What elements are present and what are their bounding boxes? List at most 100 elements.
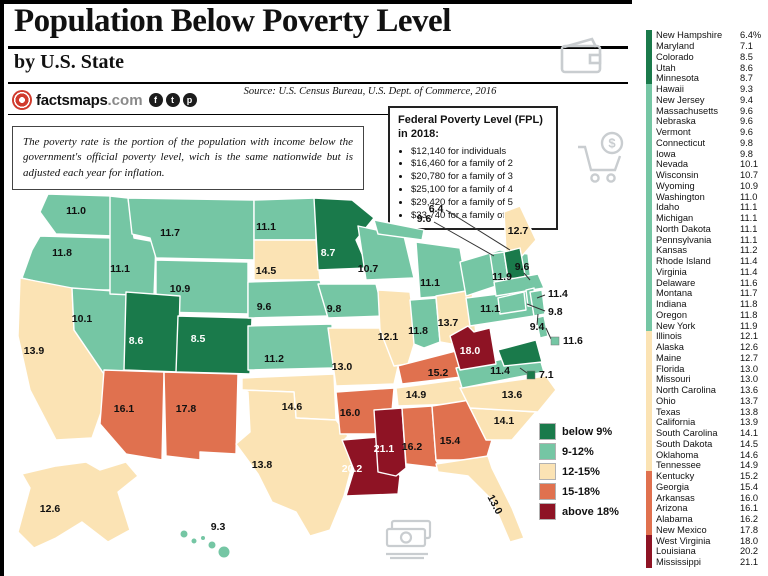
state-list-item: South Dakota 14.5: [646, 438, 766, 450]
map-label-ri: 11.4: [548, 288, 568, 300]
fpl-item: $12,140 for individuals: [411, 146, 548, 159]
factsmaps-logo-icon: [12, 90, 32, 110]
map-label-ny: 11.9: [492, 271, 512, 283]
map-label-me: 12.7: [508, 225, 529, 237]
state-hi: [190, 537, 198, 545]
map-label-az: 16.1: [114, 403, 135, 415]
brand-name[interactable]: factsmaps: [36, 91, 108, 109]
state-name: Idaho: [656, 202, 680, 213]
state-list-item: Hawaii 9.3: [646, 83, 766, 95]
state-name: Rhode Island: [656, 256, 711, 267]
state-value: 13.0: [740, 374, 759, 385]
state-ak: [17, 461, 139, 549]
map-label-va: 11.4: [490, 365, 510, 377]
fpl-box: Federal Poverty Level (FPL) in 2018: $12…: [388, 106, 558, 231]
state-wv: [449, 325, 497, 371]
callout-line-vt: [433, 221, 495, 257]
map-label-ia: 9.8: [327, 303, 342, 315]
state-name: Delaware: [656, 277, 696, 288]
map-label-or: 11.8: [52, 247, 72, 259]
state-value: 15.2: [740, 471, 759, 482]
legend-swatch: [540, 444, 555, 459]
state-list-item: Tennessee 14.9: [646, 460, 766, 471]
state-name: Connecticut: [656, 137, 706, 148]
state-value: 9.3: [740, 84, 753, 95]
map-label-nd: 11.1: [256, 221, 276, 233]
state-mi: [373, 219, 425, 241]
pinterest-icon[interactable]: p: [182, 93, 197, 107]
state-name: Nevada: [656, 159, 689, 170]
state-value: 9.6: [740, 116, 753, 127]
divider-top: [8, 46, 628, 49]
state-value: 14.9: [740, 460, 759, 471]
state-name: Massachusetts: [656, 105, 719, 116]
state-list-item: Massachusetts 9.6: [646, 105, 766, 116]
callout-line-ri: [536, 294, 546, 299]
state-name: Illinois: [656, 331, 682, 342]
state-value: 9.8: [740, 137, 753, 148]
state-name: Oklahoma: [656, 449, 699, 460]
state-name: Vermont: [656, 127, 691, 138]
twitter-icon[interactable]: t: [165, 93, 180, 107]
fpl-item: $25,100 for a family of 4: [411, 184, 548, 197]
state-value: 10.1: [740, 159, 759, 170]
us-choropleth-map: 11.0 11.8 13.9 10.1 11.1 11.7 10.9 8.6 8.5 16.1 17…: [17, 193, 583, 559]
state-list-item: Mississippi 21.1: [646, 556, 766, 568]
brand-tld[interactable]: .com: [107, 91, 143, 109]
state-list-item: West Virginia 18.0: [646, 535, 766, 546]
state-list-item: Montana 11.7: [646, 288, 766, 299]
money-icon: [385, 519, 432, 560]
map-label-vt: 9.6: [417, 213, 432, 225]
callout-line-ct: [526, 303, 546, 312]
state-list-item: Virginia 11.4: [646, 266, 766, 278]
state-list-item: Washington 11.0: [646, 191, 766, 202]
legend-item: 12-15%: [540, 464, 619, 479]
state-name: Arizona: [656, 503, 688, 514]
divider-mid: [8, 82, 628, 84]
state-value: 11.1: [740, 223, 758, 234]
map-label-ak: 12.6: [40, 503, 61, 515]
state-list-item: Colorado 8.5: [646, 51, 766, 63]
state-hi: [207, 540, 217, 550]
state-list-item: Wyoming 10.9: [646, 180, 766, 192]
state-list-item: North Carolina 13.6: [646, 384, 766, 396]
state-value: 16.1: [740, 503, 759, 514]
fpl-title: Federal Poverty Level (FPL) in 2018:: [398, 114, 543, 140]
state-name: South Carolina: [656, 428, 718, 439]
map-label-wv: 18.0: [460, 345, 481, 357]
state-value: 12.1: [740, 331, 759, 342]
state-ms: [373, 407, 407, 477]
state-value: 8.5: [740, 51, 753, 62]
facebook-icon[interactable]: f: [148, 93, 163, 107]
callout-swatch-de: [550, 336, 560, 346]
map-label-sd: 14.5: [256, 265, 277, 277]
map-label-nh: 6.4: [429, 203, 444, 215]
fpl-item: $33,740 for a family of 6: [411, 210, 548, 223]
state-name: Kentucky: [656, 471, 695, 482]
state-name: North Dakota: [656, 223, 711, 234]
state-list-item: Illinois 12.1: [646, 331, 766, 342]
state-value: 13.6: [740, 385, 759, 396]
state-list-item: Alabama 16.2: [646, 513, 766, 525]
fpl-item: $20,780 for a family of 3: [411, 171, 548, 184]
state-list-item: Utah 8.6: [646, 62, 766, 73]
state-name: Montana: [656, 288, 693, 299]
state-name: Indiana: [656, 299, 687, 310]
state-value: 11.2: [740, 245, 758, 256]
legend-swatch: [540, 464, 555, 479]
legend-swatch: [540, 424, 555, 439]
state-value: 13.9: [740, 417, 759, 428]
svg-text:$: $: [608, 136, 616, 151]
state-list-item: Arkansas 16.0: [646, 492, 766, 503]
state-nd: [253, 197, 317, 241]
state-value: 12.7: [740, 352, 759, 363]
state-mn: [313, 197, 375, 271]
map-label-mo: 13.0: [332, 361, 353, 373]
state-me: [503, 205, 537, 257]
state-value: 14.6: [740, 449, 759, 460]
state-name: Wyoming: [656, 180, 695, 191]
state-value: 12.6: [740, 342, 759, 353]
frame-top: [0, 0, 632, 4]
